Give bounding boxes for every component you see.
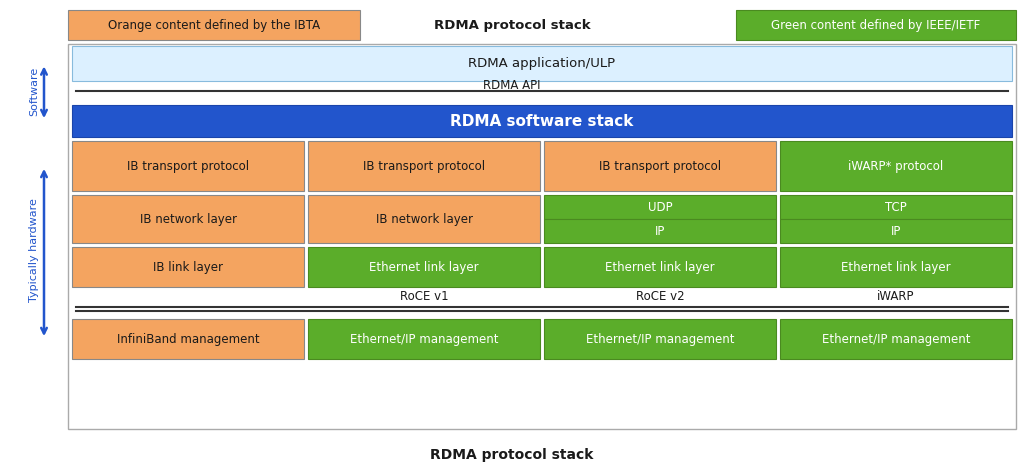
Bar bbox=[72, 141, 304, 191]
Bar bbox=[72, 105, 1012, 137]
Bar bbox=[308, 247, 540, 287]
Bar bbox=[780, 195, 1012, 219]
Bar bbox=[72, 319, 304, 359]
Text: iWARP: iWARP bbox=[878, 290, 914, 303]
Text: Orange content defined by the IBTA: Orange content defined by the IBTA bbox=[108, 18, 321, 31]
Bar bbox=[780, 219, 1012, 243]
Text: iWARP* protocol: iWARP* protocol bbox=[848, 159, 944, 173]
Bar bbox=[72, 195, 304, 243]
Text: Green content defined by IEEE/IETF: Green content defined by IEEE/IETF bbox=[771, 18, 981, 31]
Text: RoCE v1: RoCE v1 bbox=[399, 290, 449, 303]
Text: Ethernet/IP management: Ethernet/IP management bbox=[821, 333, 971, 346]
Text: Ethernet/IP management: Ethernet/IP management bbox=[350, 333, 499, 346]
Bar bbox=[72, 247, 304, 287]
Bar bbox=[544, 141, 776, 191]
Bar bbox=[308, 195, 540, 243]
Bar bbox=[68, 44, 1016, 429]
Bar bbox=[72, 46, 1012, 81]
Text: Software: Software bbox=[29, 67, 39, 116]
Text: RoCE v2: RoCE v2 bbox=[636, 290, 684, 303]
Bar bbox=[780, 247, 1012, 287]
Text: IB transport protocol: IB transport protocol bbox=[127, 159, 249, 173]
Text: RDMA protocol stack: RDMA protocol stack bbox=[430, 448, 594, 462]
Text: RDMA application/ULP: RDMA application/ULP bbox=[468, 57, 615, 70]
Text: RDMA protocol stack: RDMA protocol stack bbox=[434, 18, 590, 31]
Bar bbox=[780, 141, 1012, 191]
Text: IB transport protocol: IB transport protocol bbox=[362, 159, 485, 173]
Text: Typically hardware: Typically hardware bbox=[29, 198, 39, 302]
Bar bbox=[308, 319, 540, 359]
Text: IB network layer: IB network layer bbox=[376, 212, 472, 226]
Bar bbox=[736, 10, 1016, 40]
Text: IB network layer: IB network layer bbox=[139, 212, 237, 226]
Bar bbox=[544, 219, 776, 243]
Text: IP: IP bbox=[891, 225, 901, 237]
Text: Ethernet link layer: Ethernet link layer bbox=[370, 260, 479, 273]
Text: IB link layer: IB link layer bbox=[153, 260, 223, 273]
Bar bbox=[544, 247, 776, 287]
Text: InfiniBand management: InfiniBand management bbox=[117, 333, 259, 346]
Text: IP: IP bbox=[654, 225, 666, 237]
Text: UDP: UDP bbox=[648, 201, 673, 213]
Text: RDMA software stack: RDMA software stack bbox=[451, 113, 634, 129]
Bar bbox=[780, 319, 1012, 359]
Text: Ethernet/IP management: Ethernet/IP management bbox=[586, 333, 734, 346]
Bar bbox=[68, 10, 360, 40]
Bar bbox=[544, 195, 776, 219]
Text: IB transport protocol: IB transport protocol bbox=[599, 159, 721, 173]
Bar bbox=[544, 319, 776, 359]
Text: TCP: TCP bbox=[885, 201, 907, 213]
Text: Ethernet link layer: Ethernet link layer bbox=[841, 260, 951, 273]
Text: Ethernet link layer: Ethernet link layer bbox=[605, 260, 715, 273]
Text: RDMA API: RDMA API bbox=[483, 78, 541, 91]
Bar bbox=[308, 141, 540, 191]
